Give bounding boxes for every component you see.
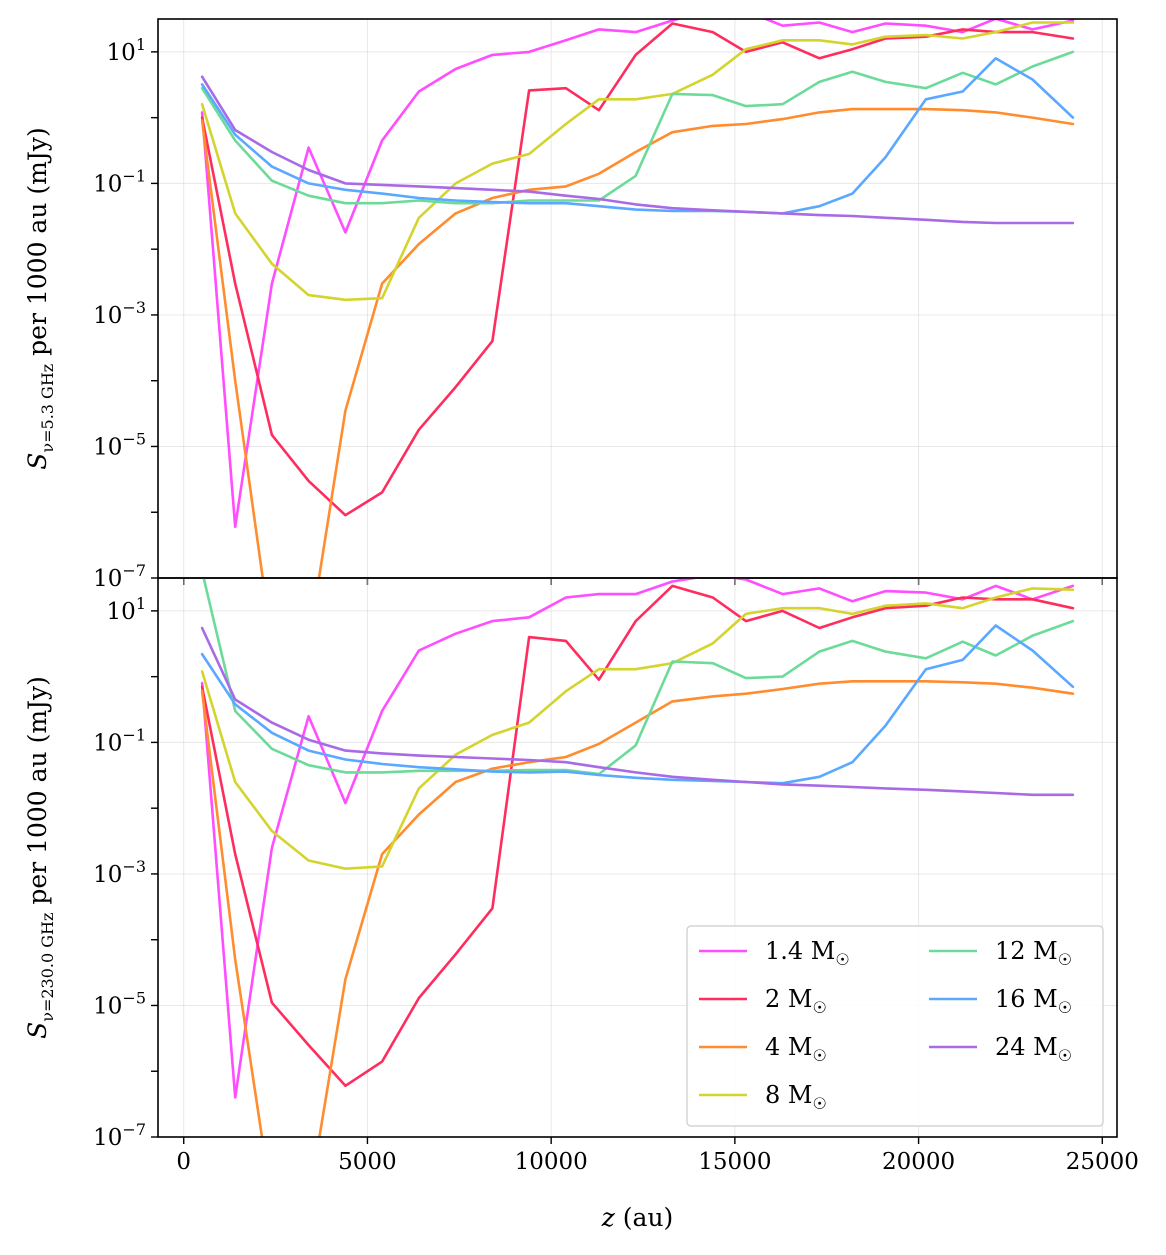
series-line-16 [200, 624, 1075, 785]
legend-label: 2 M☉ [765, 985, 827, 1017]
series-line-12 [202, 578, 1075, 776]
y-tick-label: 10−5 [93, 429, 146, 460]
legend-label: 4 M☉ [765, 1033, 827, 1065]
series-line-16 [200, 56, 1075, 215]
x-tick-label: 20000 [882, 1149, 955, 1175]
legend-label: 1.4 M☉ [765, 937, 850, 969]
series-line-2 [200, 22, 1075, 517]
plot-frame [157, 577, 1118, 1138]
grid-lines [158, 19, 1117, 579]
x-tick-label: 0 [176, 1149, 191, 1175]
y-tick-label: 10−7 [93, 1120, 146, 1151]
y-tick-label: 10−5 [93, 988, 146, 1019]
legend-label: 12 M☉ [995, 937, 1072, 969]
legend: 1.4 M☉ 2 M☉ 4 M☉ 8 M☉ 12 M☉ 16 M☉ 24 M☉ [686, 925, 1104, 1127]
series-line-8 [200, 21, 1075, 302]
y-tick-label: 10−1 [93, 166, 146, 197]
y-axis-label: Sν=230.0 GHz per 1000 au (mJy) [23, 676, 57, 1039]
y-tick-label: 10−3 [93, 857, 146, 888]
y-axis-label: Sν=5.3 GHz per 1000 au (mJy) [23, 127, 57, 470]
x-tick-label: 5000 [338, 1149, 397, 1175]
x-tick-label: 25000 [1066, 1149, 1139, 1175]
series-line-1.4 [200, 19, 1075, 529]
y-tick-label: 10−7 [93, 561, 146, 592]
series-line-1.4 [200, 578, 1075, 1099]
x-tick-label: 10000 [515, 1149, 588, 1175]
legend-label: 16 M☉ [995, 985, 1072, 1017]
series-line-24 [200, 626, 1075, 797]
y-tick-label: 101 [107, 35, 146, 66]
panel-2: 10−7 10−5 10−3 10−1 101 0 5000 10000 15000 20000 2… [23, 577, 1139, 1175]
legend-label: 24 M☉ [995, 1033, 1072, 1065]
legend-box [686, 925, 1104, 1127]
plot-frame [157, 18, 1118, 579]
y-tick-label: 101 [107, 594, 146, 625]
x-axis-label: z (au) [601, 1203, 674, 1232]
series-line-4 [200, 107, 1075, 578]
y-tick-label: 10−1 [93, 725, 146, 756]
series-group [200, 19, 1075, 578]
series-line-12 [200, 50, 1075, 205]
y-tick-label: 10−3 [93, 298, 146, 329]
series-line-4 [200, 679, 1075, 1137]
series-line-2 [200, 584, 1075, 1088]
legend-label: 8 M☉ [765, 1081, 827, 1113]
series-group [200, 578, 1075, 1137]
x-tick-label: 15000 [698, 1149, 771, 1175]
series-line-8 [200, 587, 1075, 871]
series-line-24 [200, 75, 1075, 225]
panel-1: 10−7 10−5 10−3 10−1 101 Sν=5.3 GHz per 1000 a… [23, 18, 1118, 592]
